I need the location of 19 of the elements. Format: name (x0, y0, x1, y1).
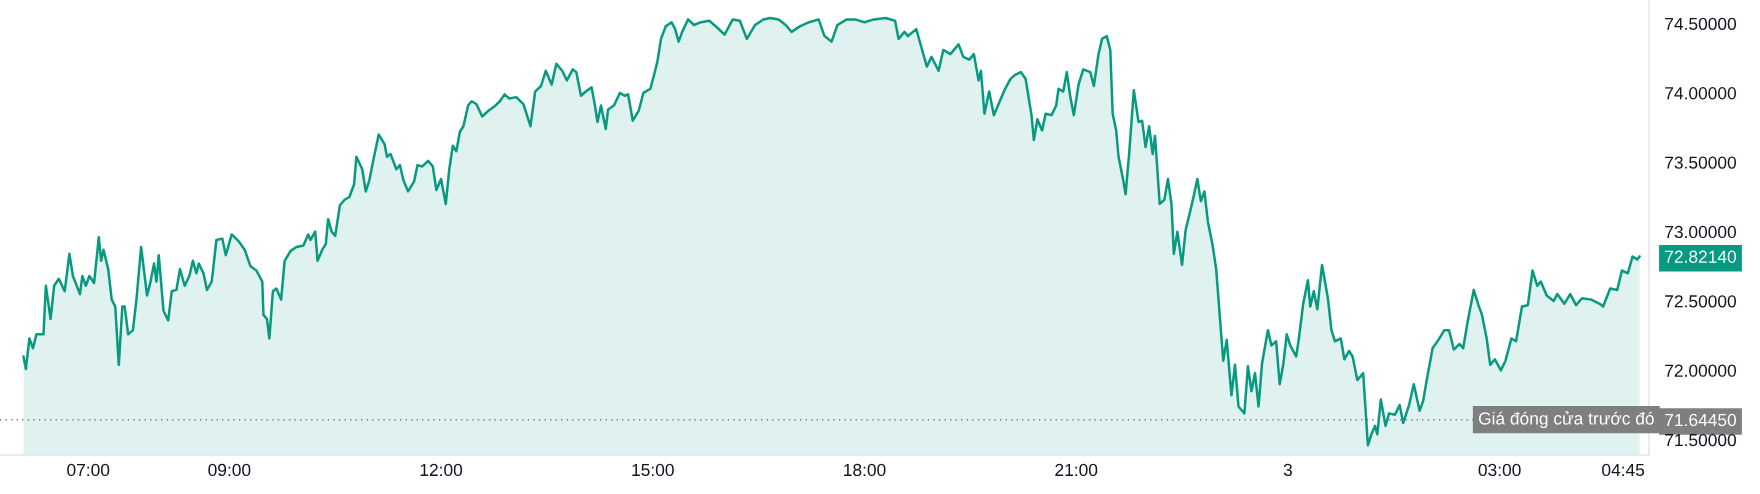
x-tick-label: 3 (1283, 463, 1292, 477)
y-tick-label: 72.50000 (1665, 295, 1737, 308)
ref-line-label: Giá đóng cửa trước đó (1478, 411, 1654, 429)
y-tick-label: 72.82140 (1665, 250, 1737, 263)
y-tick-label: 73.00000 (1665, 225, 1737, 239)
y-tick-label: 74.50000 (1665, 17, 1737, 31)
x-tick-label: 04:45 (1602, 463, 1645, 477)
y-tick-label: 71.64450 (1665, 413, 1737, 427)
x-tick-label: 12:00 (420, 463, 463, 477)
y-tick-label: 73.50000 (1665, 156, 1737, 169)
x-tick-label: 07:00 (67, 463, 110, 477)
x-tick-label: 18:00 (844, 463, 886, 477)
x-tick-label: 15:00 (632, 463, 674, 477)
x-tick-label: 03:00 (1478, 463, 1521, 477)
x-tick-label: 21:00 (1055, 463, 1098, 477)
y-tick-label: 74.00000 (1665, 87, 1737, 100)
x-tick-label: 09:00 (208, 463, 251, 477)
y-tick-label: 71.50000 (1665, 433, 1737, 447)
y-tick-label: 72.00000 (1665, 364, 1737, 377)
